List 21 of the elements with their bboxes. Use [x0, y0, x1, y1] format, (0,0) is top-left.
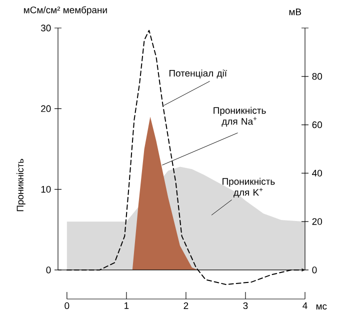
- y-axis-title: Проникність: [16, 158, 26, 212]
- y2-tick-label: 60: [312, 121, 322, 128]
- series-label: Потенціал дії: [169, 70, 227, 78]
- y2-tick-label: 0: [312, 266, 317, 274]
- text: Проникність для Na$^{+}$: [214, 106, 266, 127]
- x-tick-label: 1: [124, 302, 129, 309]
- y-tick-label: 20: [41, 105, 51, 112]
- series-label: Проникність для K$^{+}$: [222, 178, 275, 198]
- y-tick-label: 0: [46, 266, 51, 274]
- y2-tick-label: 80: [312, 73, 322, 80]
- x-tick-label: 0: [64, 302, 70, 310]
- y2-tick-label: 20: [312, 218, 322, 225]
- x-tick-label: 2: [184, 302, 188, 309]
- y2-axis-title: мВ: [289, 8, 302, 16]
- x-tick-label: 4: [302, 302, 308, 309]
- y-tick-label: 30: [40, 24, 51, 32]
- text: мСм/см² мембрани: [24, 6, 107, 16]
- x-tick-label: 3: [243, 302, 248, 310]
- y-tick-label: 10: [41, 186, 51, 193]
- y2-tick-label: 40: [312, 170, 322, 177]
- x-axis-title: мс: [316, 304, 327, 310]
